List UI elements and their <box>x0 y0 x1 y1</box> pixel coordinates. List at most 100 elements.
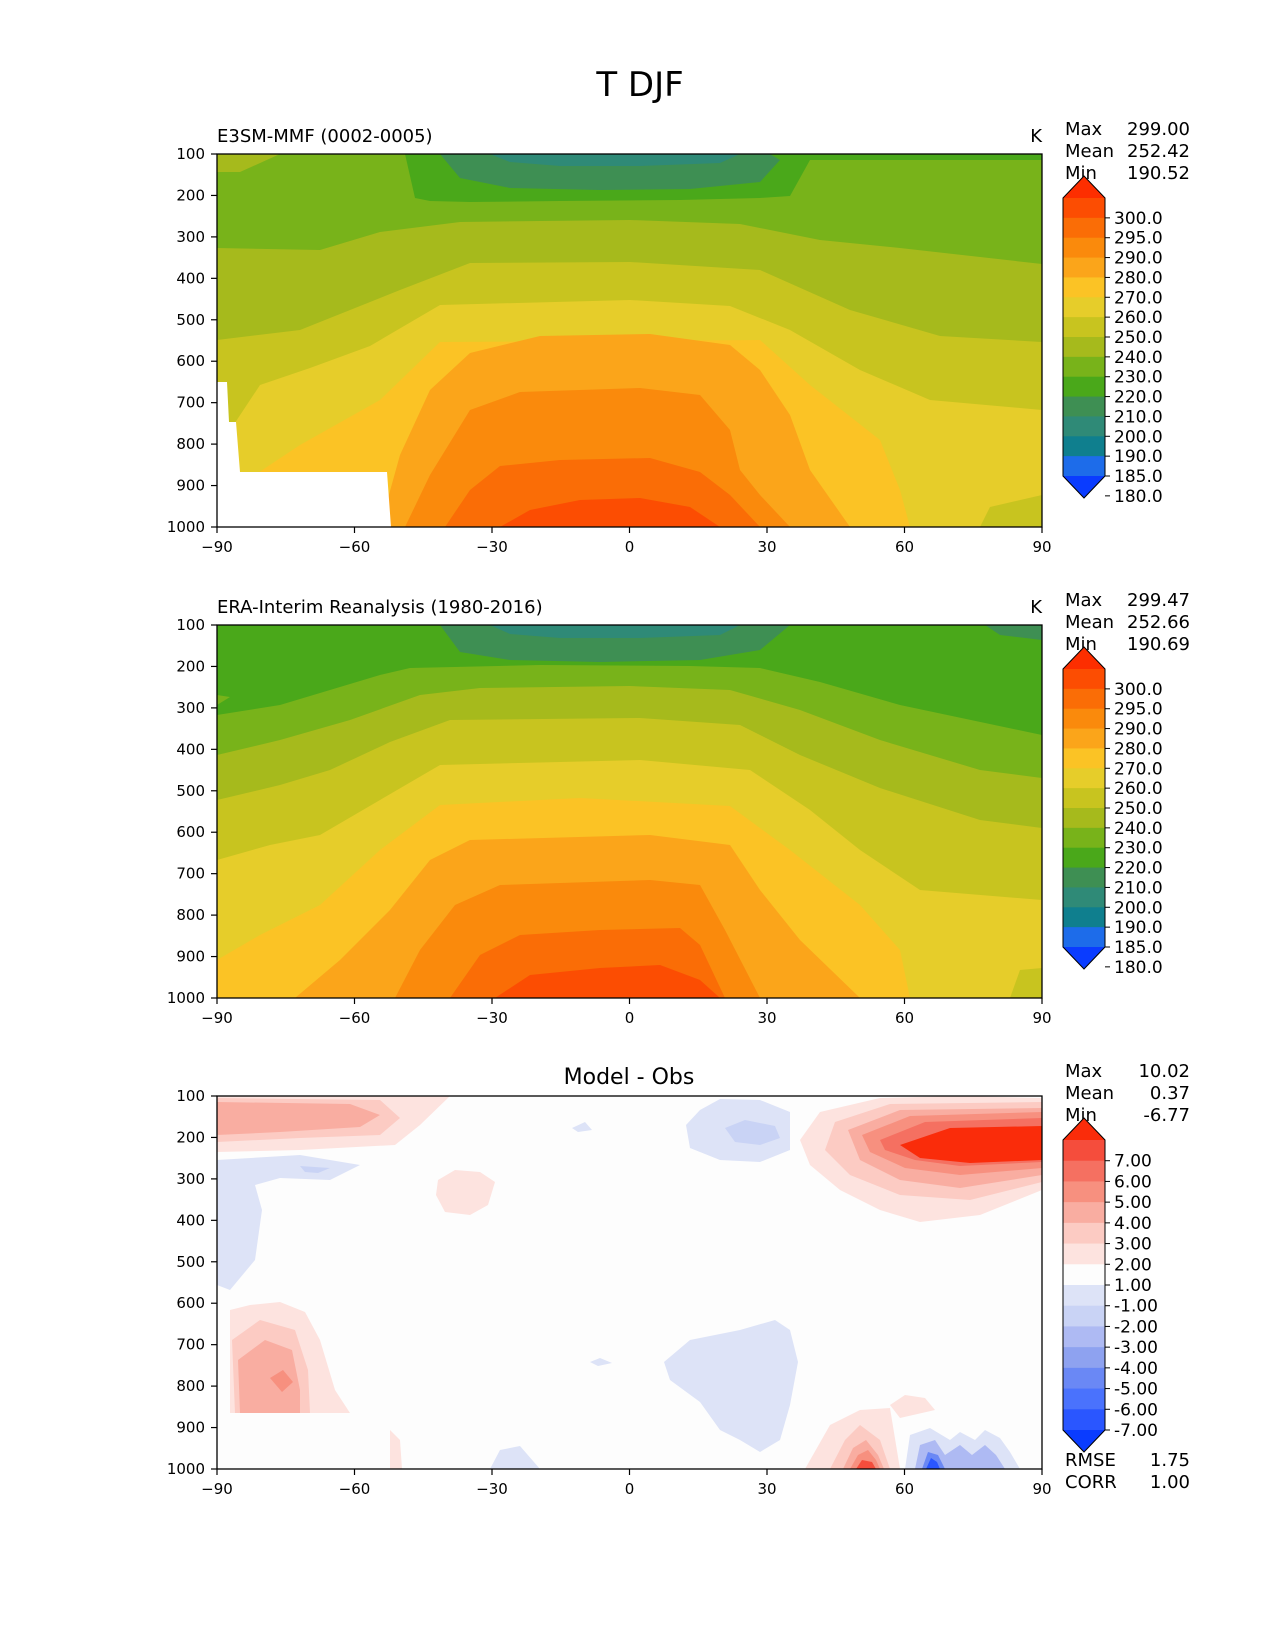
colorbar: 300.0295.0290.0280.0270.0260.0250.0240.0… <box>1062 175 1163 507</box>
colorbar-tick-label: 7.00 <box>1114 1152 1152 1172</box>
neg-blob-center <box>664 1320 798 1452</box>
colorbar-segment <box>1063 1160 1105 1182</box>
colorbar-tick-label: 220.0 <box>1114 859 1163 879</box>
band-left-notch-220 <box>217 695 230 705</box>
y-tick-label: 600 <box>176 352 205 370</box>
stat-mean-label: Mean <box>1065 141 1114 162</box>
y-tick-label: 200 <box>176 186 205 204</box>
colorbar-tick-label: 230.0 <box>1114 839 1163 859</box>
colorbar-segment <box>1063 1243 1105 1265</box>
colorbar-tick-label: 1.00 <box>1114 1276 1152 1296</box>
x-tick-label: 60 <box>895 1009 914 1027</box>
pos-blob-bottom-right-core <box>856 1460 876 1469</box>
colorbar-segment <box>1063 748 1105 769</box>
colorbar-segment <box>1063 1181 1105 1203</box>
colorbar-segment <box>1063 708 1105 730</box>
x-tick-label: −90 <box>201 538 233 556</box>
colorbar-tick-label: 6.00 <box>1114 1172 1152 1192</box>
colorbar-segment <box>1063 788 1105 809</box>
colorbar: 300.0295.0290.0280.0270.0260.0250.0240.0… <box>1062 646 1163 978</box>
y-tick-label: 400 <box>176 740 205 758</box>
contour-field <box>217 625 1042 998</box>
band-upper-left-230 <box>217 154 280 172</box>
colorbar-segment <box>1063 907 1105 928</box>
x-axis: −90 −60 −30 0 30 60 90 <box>201 527 1052 556</box>
x-tick-label: −90 <box>201 1480 233 1498</box>
colorbar-segment <box>1063 217 1105 239</box>
band-right-top-200 <box>985 625 1042 640</box>
colorbar-segment <box>1063 237 1105 259</box>
stat-max-value: 299.00 <box>1127 119 1190 140</box>
x-tick-label: 30 <box>757 538 776 556</box>
stat-mean-label: Mean <box>1065 1083 1114 1104</box>
colorbar-tick-label: 230.0 <box>1114 368 1163 388</box>
stat-min-label: Min <box>1065 1105 1097 1126</box>
x-tick-label: 0 <box>625 538 635 556</box>
colorbar-segment <box>1063 1409 1105 1431</box>
x-tick-label: −30 <box>476 1480 508 1498</box>
panel-test: E3SM-MMF (0002-0005) K Max 299.00 Mean 2… <box>167 119 1190 556</box>
panel-ref: ERA-Interim Reanalysis (1980-2016) K Max… <box>167 590 1190 1027</box>
y-tick-label: 700 <box>176 865 205 883</box>
colorbar-segment <box>1063 669 1105 690</box>
pos-blob-upper-right-core <box>900 1126 1042 1163</box>
units-label: K <box>1030 126 1043 147</box>
colorbar-segment <box>1063 356 1105 378</box>
colorbar-segment <box>1063 1347 1105 1369</box>
y-tick-label: 1000 <box>167 989 205 1007</box>
y-tick-label: 200 <box>176 1128 205 1146</box>
y-tick-label: 300 <box>176 228 205 246</box>
stat-corr-value: 1.00 <box>1150 1472 1190 1493</box>
band-295 <box>500 498 720 527</box>
colorbar-tick-label: -5.00 <box>1114 1380 1158 1400</box>
colorbar-tick-label: 200.0 <box>1114 427 1163 447</box>
stat-min-label: Min <box>1065 163 1097 184</box>
colorbar-segment <box>1063 376 1105 398</box>
stat-corr-label: CORR <box>1065 1472 1117 1493</box>
y-tick-label: 600 <box>176 823 205 841</box>
x-tick-label: 30 <box>757 1480 776 1498</box>
colorbar-segment <box>1063 1326 1105 1348</box>
neg-blob-left <box>217 1155 360 1290</box>
colorbar-tick-label: 180.0 <box>1114 958 1163 978</box>
colorbar-tick-label: 190.0 <box>1114 447 1163 467</box>
stat-min-label: Min <box>1065 634 1097 655</box>
colorbar-segment <box>1063 867 1105 888</box>
x-tick-label: −60 <box>339 1480 371 1498</box>
colorbar-segment <box>1063 1388 1105 1410</box>
stat-mean-value: 0.37 <box>1150 1083 1190 1104</box>
colorbar-tick-label: 295.0 <box>1114 700 1163 720</box>
colorbar-segment <box>1063 1264 1105 1286</box>
x-tick-label: 0 <box>625 1009 635 1027</box>
y-axis: 100 200 300 400 500 600 700 800 900 1000 <box>167 1087 217 1478</box>
colorbar-segment <box>1063 827 1105 849</box>
y-tick-label: 200 <box>176 657 205 675</box>
stat-max-label: Max <box>1065 590 1103 611</box>
band-295 <box>495 965 720 998</box>
stat-min-value: 190.69 <box>1127 634 1190 655</box>
y-tick-label: 100 <box>176 1087 205 1105</box>
colorbar-tick-label: 250.0 <box>1114 328 1163 348</box>
x-tick-label: 90 <box>1032 1009 1051 1027</box>
x-tick-label: 30 <box>757 1009 776 1027</box>
stat-mean-value: 252.42 <box>1127 141 1190 162</box>
colorbar-tick-label: 270.0 <box>1114 288 1163 308</box>
neg-sliver-top <box>572 1122 592 1132</box>
y-tick-label: 800 <box>176 906 205 924</box>
colorbar-tick-label: 270.0 <box>1114 759 1163 779</box>
stat-max-value: 10.02 <box>1138 1061 1190 1082</box>
colorbar-tick-label: 280.0 <box>1114 739 1163 759</box>
y-tick-label: 300 <box>176 699 205 717</box>
colorbar-segment <box>1063 927 1105 948</box>
colorbar-tick-label: 240.0 <box>1114 819 1163 839</box>
figure-title: T DJF <box>595 65 683 105</box>
y-axis: 100 200 300 400 500 600 700 800 900 1000 <box>167 145 217 536</box>
band-right-bottom-250 <box>1010 968 1042 998</box>
colorbar-segment <box>1063 1222 1105 1245</box>
colorbar-tick-label: 190.0 <box>1114 918 1163 938</box>
x-tick-label: 0 <box>625 1480 635 1498</box>
neg-core-left <box>300 1166 330 1173</box>
colorbar-extend-top <box>1063 647 1105 669</box>
colorbar-tick-label: -3.00 <box>1114 1338 1158 1358</box>
